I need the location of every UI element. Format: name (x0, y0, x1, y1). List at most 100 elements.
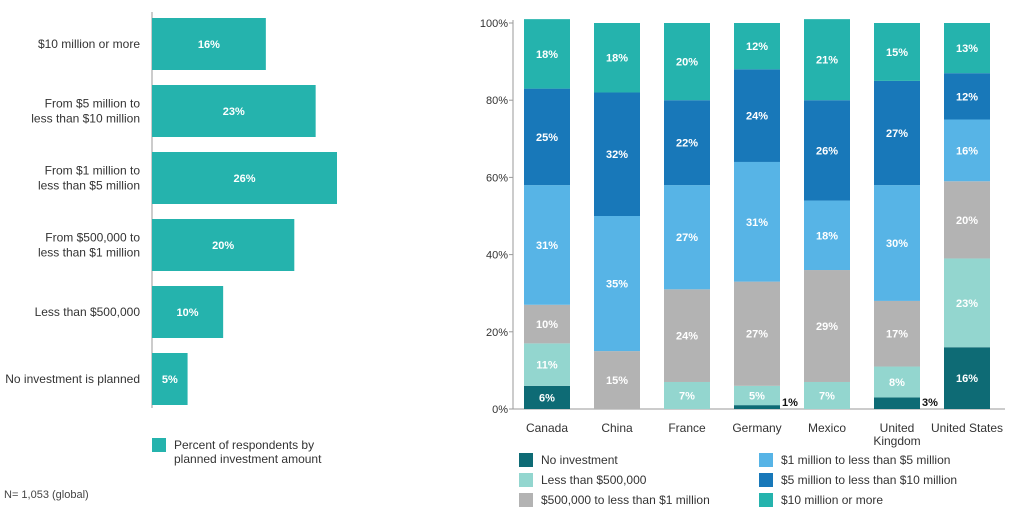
left-bar-chart: 16% $10 million or more 23% From $5 million… (5, 12, 337, 408)
segment-label: 1% (782, 397, 798, 409)
segment-5-3 (874, 185, 920, 301)
segment-3-5 (734, 23, 780, 70)
category-label-5: No investment is planned (5, 372, 140, 386)
segment-2-1 (664, 381, 710, 409)
segment-4-2 (804, 270, 850, 382)
bar-value-label: 23% (223, 106, 245, 118)
segment-1-2 (594, 351, 640, 409)
legend-swatch (759, 493, 773, 507)
segment-6-5 (944, 23, 990, 74)
segment-label: 20% (676, 57, 698, 69)
bar-4 (152, 286, 224, 338)
segment-label: 27% (676, 232, 698, 244)
segment-label: 10% (536, 319, 558, 331)
legend-label: $10 million or more (781, 493, 884, 507)
bar-3 (152, 219, 295, 271)
segment-label: 29% (816, 321, 838, 333)
segment-label: 30% (886, 238, 908, 250)
segment-4-3 (804, 200, 850, 271)
segment-label: 31% (746, 217, 768, 229)
category-label-0: $10 million or more (38, 37, 140, 51)
x-category-label: United States (931, 421, 1003, 435)
segment-label: 5% (749, 390, 765, 402)
left-legend-swatch (152, 438, 166, 452)
y-tick-label: 0% (492, 404, 508, 416)
left-legend: Percent of respondents by planned invest… (152, 438, 344, 466)
segment-label: 26% (816, 145, 838, 157)
bar-2 (152, 152, 337, 204)
segment-label: 18% (606, 53, 628, 65)
segment-label: 24% (746, 111, 768, 123)
legend-swatch (519, 473, 533, 487)
segment-3-4 (734, 69, 780, 162)
x-category-label: Germany (732, 421, 781, 435)
segment-3-0 (734, 405, 780, 409)
sample-size-note: N= 1,053 (global) (4, 489, 89, 501)
category-label-1: less than $10 million (31, 112, 140, 126)
legend-swatch (519, 453, 533, 467)
segment-4-5 (804, 19, 850, 101)
legend-item-1: Less than $500,000 (519, 473, 646, 487)
y-tick-label: 40% (486, 250, 508, 262)
segment-label: 21% (816, 55, 838, 67)
segment-1-3 (594, 216, 640, 352)
category-label-2: less than $5 million (38, 179, 140, 193)
segment-0-1 (524, 343, 570, 386)
legend-label: No investment (541, 453, 618, 467)
segment-label: 15% (886, 47, 908, 59)
y-tick-label: 60% (486, 172, 508, 184)
segment-label: 17% (886, 329, 908, 341)
category-label-3: less than $1 million (38, 246, 140, 260)
legend-item-4: $5 million to less than $10 million (759, 473, 957, 487)
y-tick-label: 20% (486, 327, 508, 339)
segment-0-4 (524, 88, 570, 186)
segment-5-2 (874, 300, 920, 367)
segment-3-3 (734, 161, 780, 282)
right-stacked-bar-chart: 0% 20% 40% 60% 80% 100% 6% 11% 10% 31% 25% 18% Canad… (480, 18, 1005, 448)
right-legend: No investment Less than $500,000 $500,000 … (519, 453, 1019, 513)
segment-label: 16% (956, 373, 978, 385)
legend-item-2: $500,000 to less than $1 million (519, 493, 710, 507)
segment-label: 7% (819, 390, 835, 402)
legend-swatch (759, 473, 773, 487)
segment-label: 15% (606, 375, 628, 387)
segment-label: 12% (746, 41, 768, 53)
segment-label: 22% (676, 138, 698, 150)
legend-item-5: $10 million or more (759, 493, 883, 507)
category-label-3: From $500,000 to (45, 231, 140, 245)
segment-label: 18% (536, 49, 558, 61)
bar-0 (152, 18, 266, 70)
legend-swatch (759, 453, 773, 467)
segment-6-2 (944, 181, 990, 259)
segment-2-5 (664, 23, 710, 101)
left-legend-label: Percent of respondents by planned invest… (174, 438, 322, 466)
segment-label: 27% (746, 329, 768, 341)
segment-label: 27% (886, 128, 908, 140)
bar-value-label: 5% (162, 374, 178, 386)
x-category-label: Mexico (808, 421, 846, 435)
bar-value-label: 10% (177, 307, 199, 319)
segment-2-2 (664, 289, 710, 382)
segment-label: 31% (536, 240, 558, 252)
segment-4-1 (804, 381, 850, 409)
segment-3-1 (734, 385, 780, 406)
segment-3-2 (734, 281, 780, 386)
segment-0-0 (524, 385, 570, 409)
bar-value-label: 26% (233, 173, 255, 185)
segment-1-4 (594, 92, 640, 216)
segment-5-1 (874, 366, 920, 398)
segment-label: 6% (539, 392, 555, 404)
category-label-4: Less than $500,000 (35, 305, 141, 319)
segment-5-5 (874, 23, 920, 81)
y-tick-label: 100% (480, 18, 508, 30)
segment-5-4 (874, 80, 920, 186)
segment-label: 16% (956, 145, 978, 157)
x-category-label: Kingdom (873, 434, 920, 448)
segment-0-3 (524, 185, 570, 305)
category-label-2: From $1 million to (45, 164, 141, 178)
x-category-label: France (668, 421, 706, 435)
segment-6-4 (944, 73, 990, 120)
segment-5-0 (874, 397, 920, 409)
segment-label: 7% (679, 390, 695, 402)
segment-label: 24% (676, 331, 698, 343)
